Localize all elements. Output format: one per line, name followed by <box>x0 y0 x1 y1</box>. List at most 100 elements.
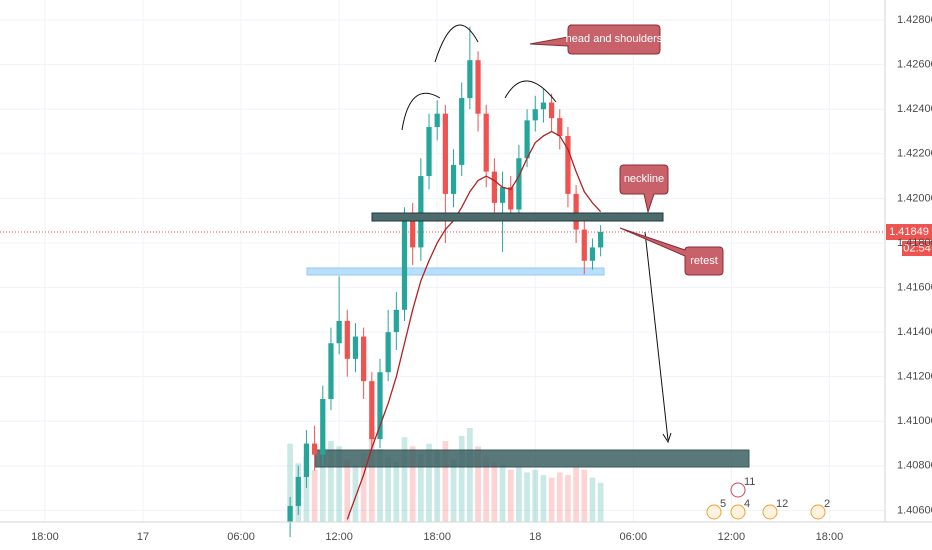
volume-bar <box>589 477 596 522</box>
volume-bar <box>426 443 432 522</box>
volume-bar <box>352 464 359 522</box>
y-tick-label: 1.41400 <box>897 326 932 338</box>
x-tick-label: 06:00 <box>227 531 255 543</box>
volume-bar <box>467 428 473 522</box>
candle-body <box>540 102 547 110</box>
candle-body <box>344 320 350 359</box>
callout-box <box>529 24 661 55</box>
candle-body <box>377 372 383 440</box>
volume-bar <box>524 472 530 522</box>
y-tick-label: 1.42200 <box>897 148 932 160</box>
volume-bar <box>336 446 342 522</box>
candle-body <box>287 505 293 522</box>
callouts: head and shoulders neckline retest <box>529 24 724 276</box>
y-tick-label: 1.40600 <box>897 504 932 516</box>
event-count: 4 <box>744 498 750 510</box>
volume-bar <box>311 469 318 522</box>
target-zone <box>314 449 750 468</box>
support-zone <box>306 267 605 276</box>
candle-body <box>418 176 424 248</box>
candle-body <box>508 187 514 210</box>
candle-body <box>565 135 571 194</box>
volume-bar <box>540 475 547 522</box>
y-tick-label: 1.42400 <box>897 103 932 115</box>
volume-bar <box>556 472 563 522</box>
candle-body <box>499 187 506 203</box>
candle-body <box>475 60 481 114</box>
candle-body <box>524 120 530 159</box>
event-count: 11 <box>744 476 755 488</box>
candle-body <box>311 443 318 455</box>
event-count: 2 <box>824 498 830 510</box>
x-tick-label: 12:00 <box>718 531 746 543</box>
event-icon <box>730 504 746 520</box>
x-tick-label: 18:00 <box>423 531 451 543</box>
last-price-box <box>886 224 932 241</box>
event-icons: 5 4 11 12 2 <box>706 476 830 520</box>
annotation: neckline <box>624 173 664 185</box>
candle-body <box>361 336 367 382</box>
y-tick-label: 1.42800 <box>897 14 932 26</box>
event-icon <box>706 504 722 520</box>
head-arc <box>434 24 479 63</box>
volume-layer <box>287 428 604 522</box>
candle-body <box>393 309 399 333</box>
volume-bar <box>499 464 506 522</box>
volume-bar <box>328 441 334 522</box>
volume-bar <box>581 469 588 522</box>
volume-bar <box>393 461 400 522</box>
candle-body <box>516 158 522 210</box>
volume-bar <box>442 441 449 522</box>
x-tick-label: 12:00 <box>325 531 353 543</box>
candle-body <box>459 98 465 165</box>
volume-bar <box>475 446 481 522</box>
y-tick-label: 1.41600 <box>897 281 932 293</box>
candle-body <box>434 113 440 128</box>
x-tick-label: 18:00 <box>31 531 59 543</box>
x-tick-label: 17 <box>137 531 149 543</box>
countdown-box <box>902 241 932 257</box>
volume-bar <box>319 450 326 522</box>
event-icon <box>810 504 826 520</box>
volume-bar <box>401 437 408 522</box>
volume-bar <box>360 454 367 522</box>
y-tick-label: 1.42600 <box>897 59 932 71</box>
candle-body <box>320 398 326 455</box>
volume-bar <box>368 430 375 522</box>
grid <box>0 0 885 522</box>
volume-bar <box>344 459 351 522</box>
callout-box <box>619 227 724 276</box>
target-arrow <box>644 231 669 441</box>
candle-body <box>598 231 604 248</box>
volume-bar <box>532 469 539 522</box>
volume-bar <box>548 477 555 522</box>
x-tick-label: 18 <box>529 531 541 543</box>
moving-average <box>346 130 602 520</box>
right-shoulder-arc <box>504 80 557 103</box>
volume-bar <box>434 450 441 522</box>
y-tick-label: 1.41000 <box>897 415 932 427</box>
volume-bar <box>450 459 457 522</box>
volume-bar <box>409 446 416 522</box>
last-price-label: 1.41849 <box>889 226 929 238</box>
candle-body <box>589 247 596 261</box>
candle-body <box>442 113 448 194</box>
candle-body <box>410 220 416 248</box>
event-icon <box>730 482 746 498</box>
candle-body <box>483 113 489 172</box>
candle-body <box>532 109 538 121</box>
candle-body <box>557 118 563 136</box>
drawings <box>401 24 672 444</box>
annotation: retest <box>690 255 718 267</box>
candle-body <box>295 476 301 506</box>
volume-bar <box>565 475 571 522</box>
callout-box <box>619 164 669 214</box>
candle-body <box>426 127 432 177</box>
candle-body <box>328 343 334 399</box>
volume-bar <box>573 467 579 522</box>
event-count: 5 <box>720 498 726 510</box>
volume-bar <box>417 454 424 522</box>
y-tick-label: 1.42000 <box>897 192 932 204</box>
candle-body <box>369 381 375 440</box>
